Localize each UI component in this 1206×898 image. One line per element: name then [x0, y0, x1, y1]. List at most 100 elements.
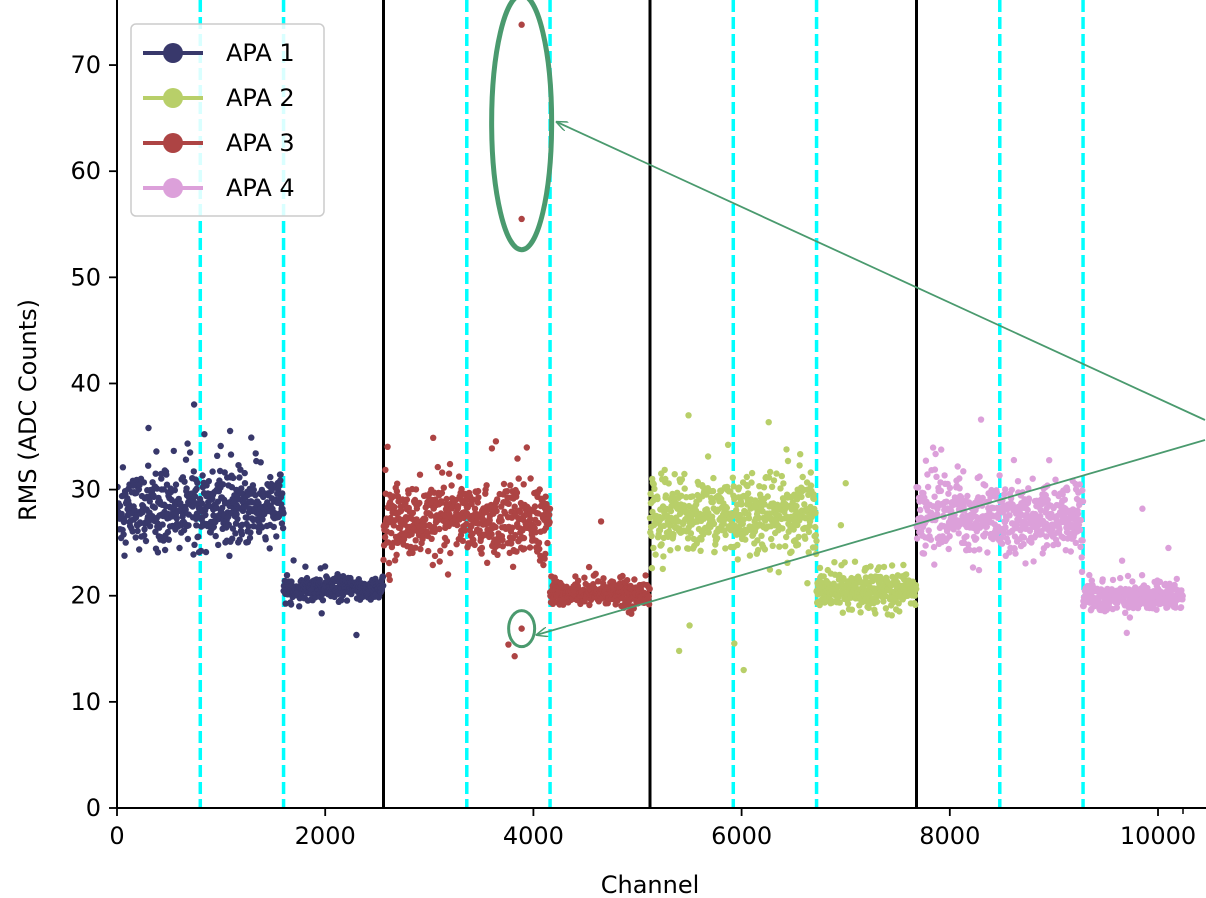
data-point — [689, 493, 696, 500]
data-point — [172, 481, 180, 488]
data-point — [391, 557, 399, 564]
data-point — [252, 450, 259, 457]
data-point — [560, 601, 567, 608]
data-point — [237, 466, 244, 473]
series-1-points — [117, 401, 387, 639]
data-point — [1024, 506, 1031, 514]
data-point — [471, 541, 478, 549]
data-point — [438, 489, 446, 497]
data-point — [409, 549, 416, 556]
data-point — [165, 536, 172, 543]
data-point — [158, 475, 165, 482]
data-point — [964, 492, 971, 500]
data-point — [816, 601, 823, 609]
data-point — [259, 516, 266, 523]
data-point — [183, 485, 190, 492]
data-point — [840, 575, 847, 582]
data-point — [184, 535, 192, 543]
data-point — [145, 462, 152, 469]
data-point — [129, 528, 136, 535]
data-point — [982, 482, 989, 489]
annotation-arrow-2 — [538, 439, 1206, 635]
data-point — [748, 469, 756, 477]
x-tick-label: 0 — [109, 822, 124, 850]
data-point — [575, 577, 582, 584]
data-point — [131, 507, 138, 514]
data-point — [956, 485, 963, 492]
data-point — [434, 463, 441, 471]
data-point — [761, 546, 769, 553]
data-point — [798, 493, 805, 501]
data-point — [666, 522, 674, 529]
outlier-point — [518, 21, 525, 28]
data-point — [277, 471, 284, 478]
data-point — [542, 493, 549, 500]
data-point — [279, 490, 286, 497]
data-point — [873, 598, 881, 605]
data-point — [646, 585, 653, 593]
data-point — [738, 501, 745, 508]
data-point — [777, 485, 784, 492]
data-point — [523, 444, 530, 451]
y-axis-label: RMS (ADC Counts) — [14, 299, 42, 521]
data-point — [380, 582, 387, 589]
data-point — [474, 487, 482, 495]
data-point — [946, 533, 953, 540]
data-point — [236, 536, 243, 543]
data-point — [236, 474, 243, 481]
data-point — [1179, 592, 1186, 600]
data-point — [1028, 539, 1035, 546]
data-point — [266, 545, 273, 552]
data-point — [1076, 481, 1084, 488]
data-point — [973, 535, 980, 542]
data-point — [1052, 476, 1059, 483]
data-point — [793, 502, 800, 510]
data-point — [812, 523, 819, 531]
data-point — [775, 569, 782, 576]
data-point — [394, 493, 402, 500]
data-point — [226, 552, 233, 559]
data-point — [273, 533, 280, 540]
data-point — [984, 549, 991, 556]
channel-boundaries — [198, 0, 1085, 808]
data-point — [848, 606, 856, 613]
data-point — [1079, 537, 1086, 544]
data-point — [820, 573, 827, 580]
data-point — [461, 527, 468, 534]
data-point — [176, 544, 183, 552]
data-point — [1002, 524, 1009, 531]
legend-label: APA 1 — [226, 39, 295, 67]
data-point — [447, 549, 454, 557]
data-point — [241, 480, 249, 487]
data-point — [1122, 609, 1129, 616]
data-point — [171, 487, 178, 494]
data-point — [520, 481, 527, 488]
data-point — [215, 541, 222, 549]
data-point — [484, 559, 491, 566]
data-point — [514, 455, 521, 462]
data-point — [416, 499, 423, 507]
data-point — [932, 450, 939, 458]
legend-entry-2: APA 2 — [143, 84, 295, 112]
data-point — [384, 443, 391, 450]
data-point — [684, 535, 692, 542]
data-point — [430, 434, 437, 441]
data-point — [132, 514, 140, 521]
data-point — [862, 574, 870, 581]
data-point — [933, 510, 941, 518]
data-point — [880, 598, 887, 605]
data-point — [535, 519, 542, 527]
data-point — [1000, 530, 1007, 537]
data-point — [667, 507, 675, 515]
data-point — [343, 597, 351, 604]
data-point — [170, 447, 177, 455]
data-point — [794, 541, 802, 548]
data-point — [958, 494, 965, 501]
data-point — [1037, 513, 1044, 520]
data-point — [146, 523, 154, 530]
data-point — [513, 548, 520, 555]
data-point — [159, 521, 166, 528]
data-point — [1109, 576, 1117, 584]
data-point — [941, 472, 948, 479]
data-point — [455, 473, 463, 480]
